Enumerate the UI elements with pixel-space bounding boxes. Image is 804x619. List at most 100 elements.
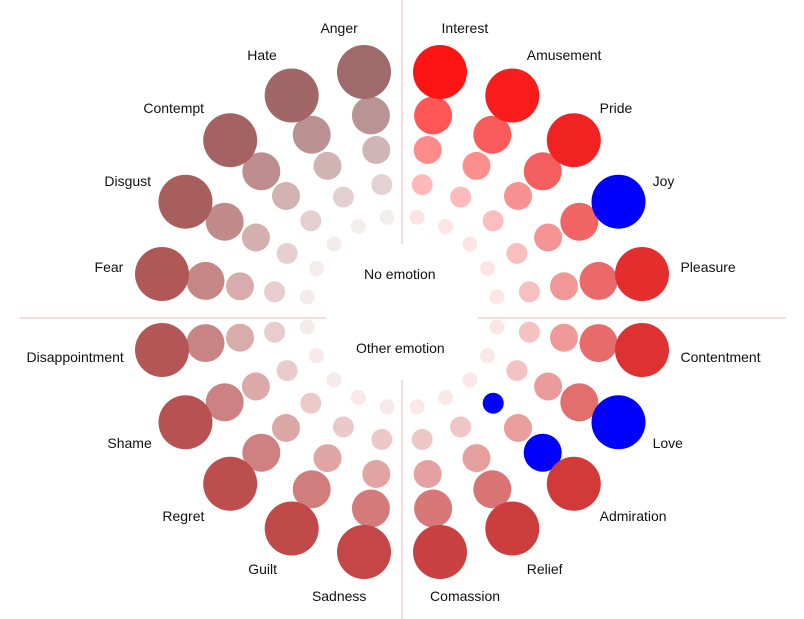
- intensity-dot-disgust-5: [158, 174, 213, 229]
- intensity-dot-relief-2: [450, 416, 472, 438]
- intensity-dot-admiration-5: [546, 456, 601, 511]
- emotion-label-pleasure: Pleasure: [680, 258, 736, 275]
- intensity-dot-love-1: [480, 348, 495, 364]
- intensity-dot-contentment-4: [579, 324, 618, 363]
- emotion-label-amusement: Amusement: [526, 47, 602, 64]
- emotion-label-anger: Anger: [320, 19, 358, 36]
- intensity-dot-shame-1: [309, 348, 324, 364]
- intensity-dot-pride-4: [523, 152, 562, 191]
- intensity-dot-regret-4: [242, 433, 281, 472]
- intensity-dot-joy-3: [534, 223, 563, 252]
- intensity-dot-amusement-2: [450, 186, 472, 208]
- intensity-dot-amusement-5: [485, 68, 540, 123]
- intensity-dot-pleasure-2: [518, 281, 540, 303]
- intensity-dot-regret-5: [203, 456, 258, 511]
- intensity-dot-disappointment-1: [299, 319, 315, 335]
- intensity-dot-pride-1: [462, 236, 478, 252]
- intensity-dot-comassion-1: [409, 399, 425, 415]
- intensity-dot-guilt-3: [313, 444, 342, 473]
- intensity-dot-love-5: [591, 395, 646, 450]
- intensity-dot-disappointment-4: [186, 324, 225, 363]
- intensity-dot-shame-3: [241, 372, 270, 401]
- intensity-dot-disgust-2: [276, 242, 298, 264]
- intensity-dot-pleasure-5: [615, 247, 669, 301]
- intensity-dot-disgust-4: [205, 202, 244, 241]
- intensity-dot-shame-4: [205, 383, 244, 422]
- intensity-dot-admiration-1: [462, 372, 478, 388]
- intensity-dot-pride-5: [546, 113, 601, 168]
- intensity-dot-contentment-5: [615, 323, 669, 377]
- intensity-dot-shame-2: [276, 360, 298, 382]
- intensity-dot-pleasure-3: [550, 272, 578, 301]
- intensity-dot-comassion-5: [413, 525, 467, 579]
- emotion-label-comassion: Comassion: [430, 588, 501, 605]
- intensity-dot-interest-1: [409, 209, 425, 225]
- emotion-label-pride: Pride: [599, 100, 633, 117]
- intensity-dot-joy-5: [591, 174, 646, 229]
- intensity-dot-admiration-3: [504, 414, 532, 442]
- intensity-dot-interest-5: [413, 45, 467, 99]
- intensity-dot-sadness-3: [362, 460, 391, 488]
- intensity-dot-comassion-2: [411, 428, 433, 450]
- intensity-dot-regret-1: [326, 372, 342, 388]
- intensity-dot-contentment-1: [489, 319, 505, 335]
- emotion-label-hate: Hate: [247, 47, 277, 64]
- intensity-dot-pride-3: [504, 182, 532, 210]
- intensity-dot-relief-1: [438, 390, 454, 405]
- intensity-dot-relief-4: [473, 470, 512, 509]
- intensity-dot-love-2: [506, 360, 528, 382]
- intensity-dot-fear-3: [226, 272, 254, 301]
- intensity-dot-joy-2: [506, 242, 528, 264]
- emotion-label-relief: Relief: [526, 560, 563, 577]
- intensity-dot-guilt-2: [332, 416, 354, 438]
- intensity-dot-disgust-3: [241, 223, 270, 252]
- intensity-dot-fear-4: [186, 261, 225, 300]
- intensity-dot-pride-2: [482, 210, 504, 232]
- intensity-dot-amusement-1: [438, 219, 454, 234]
- intensity-dot-anger-3: [362, 136, 391, 164]
- intensity-dot-interest-4: [414, 96, 453, 135]
- emotion-label-fear: Fear: [94, 258, 124, 275]
- other-emotion-label: Other emotion: [356, 340, 445, 356]
- intensity-dot-contempt-2: [300, 210, 322, 232]
- intensity-dot-comassion-3: [413, 460, 442, 488]
- intensity-dot-comassion-4: [414, 489, 453, 528]
- intensity-dot-sadness-2: [371, 428, 393, 450]
- intensity-dot-sadness-5: [337, 525, 391, 579]
- emotion-label-disappointment: Disappointment: [26, 349, 124, 366]
- intensity-dot-love-3: [534, 372, 563, 401]
- intensity-dot-relief-5: [485, 501, 540, 556]
- emotion-label-contentment: Contentment: [680, 349, 761, 366]
- intensity-dot-interest-2: [411, 174, 433, 196]
- intensity-dot-anger-1: [379, 209, 395, 225]
- emotion-label-admiration: Admiration: [599, 507, 667, 524]
- intensity-dot-admiration-2: [482, 392, 504, 414]
- intensity-dot-contempt-1: [326, 236, 342, 252]
- intensity-dot-amusement-4: [473, 115, 512, 154]
- intensity-dot-joy-4: [560, 202, 599, 241]
- intensity-dot-disgust-1: [309, 260, 324, 276]
- quadrant-dividers: [20, 0, 786, 619]
- emotion-label-love: Love: [652, 434, 683, 451]
- intensity-dot-guilt-4: [292, 470, 331, 509]
- intensity-dot-joy-1: [480, 260, 495, 276]
- emotion-label-sadness: Sadness: [311, 588, 367, 605]
- intensity-dot-contempt-4: [242, 152, 281, 191]
- intensity-dot-guilt-5: [264, 501, 319, 556]
- intensity-dot-contentment-3: [550, 323, 578, 352]
- emotion-label-joy: Joy: [652, 173, 675, 190]
- intensity-dot-pleasure-1: [489, 289, 505, 305]
- emotion-label-contempt: Contempt: [143, 100, 205, 117]
- intensity-dot-regret-3: [272, 414, 300, 442]
- intensity-dot-anger-2: [371, 174, 393, 196]
- intensity-dot-shame-5: [158, 395, 213, 450]
- intensity-dot-interest-3: [413, 136, 442, 164]
- intensity-dot-hate-2: [332, 186, 354, 208]
- intensity-dot-fear-1: [299, 289, 315, 305]
- intensity-dot-regret-2: [300, 392, 322, 414]
- no-emotion-label: No emotion: [364, 266, 436, 282]
- intensity-circles: [135, 45, 669, 579]
- intensity-dot-sadness-4: [351, 489, 390, 528]
- intensity-dot-hate-1: [350, 219, 366, 234]
- intensity-dot-relief-3: [462, 444, 491, 473]
